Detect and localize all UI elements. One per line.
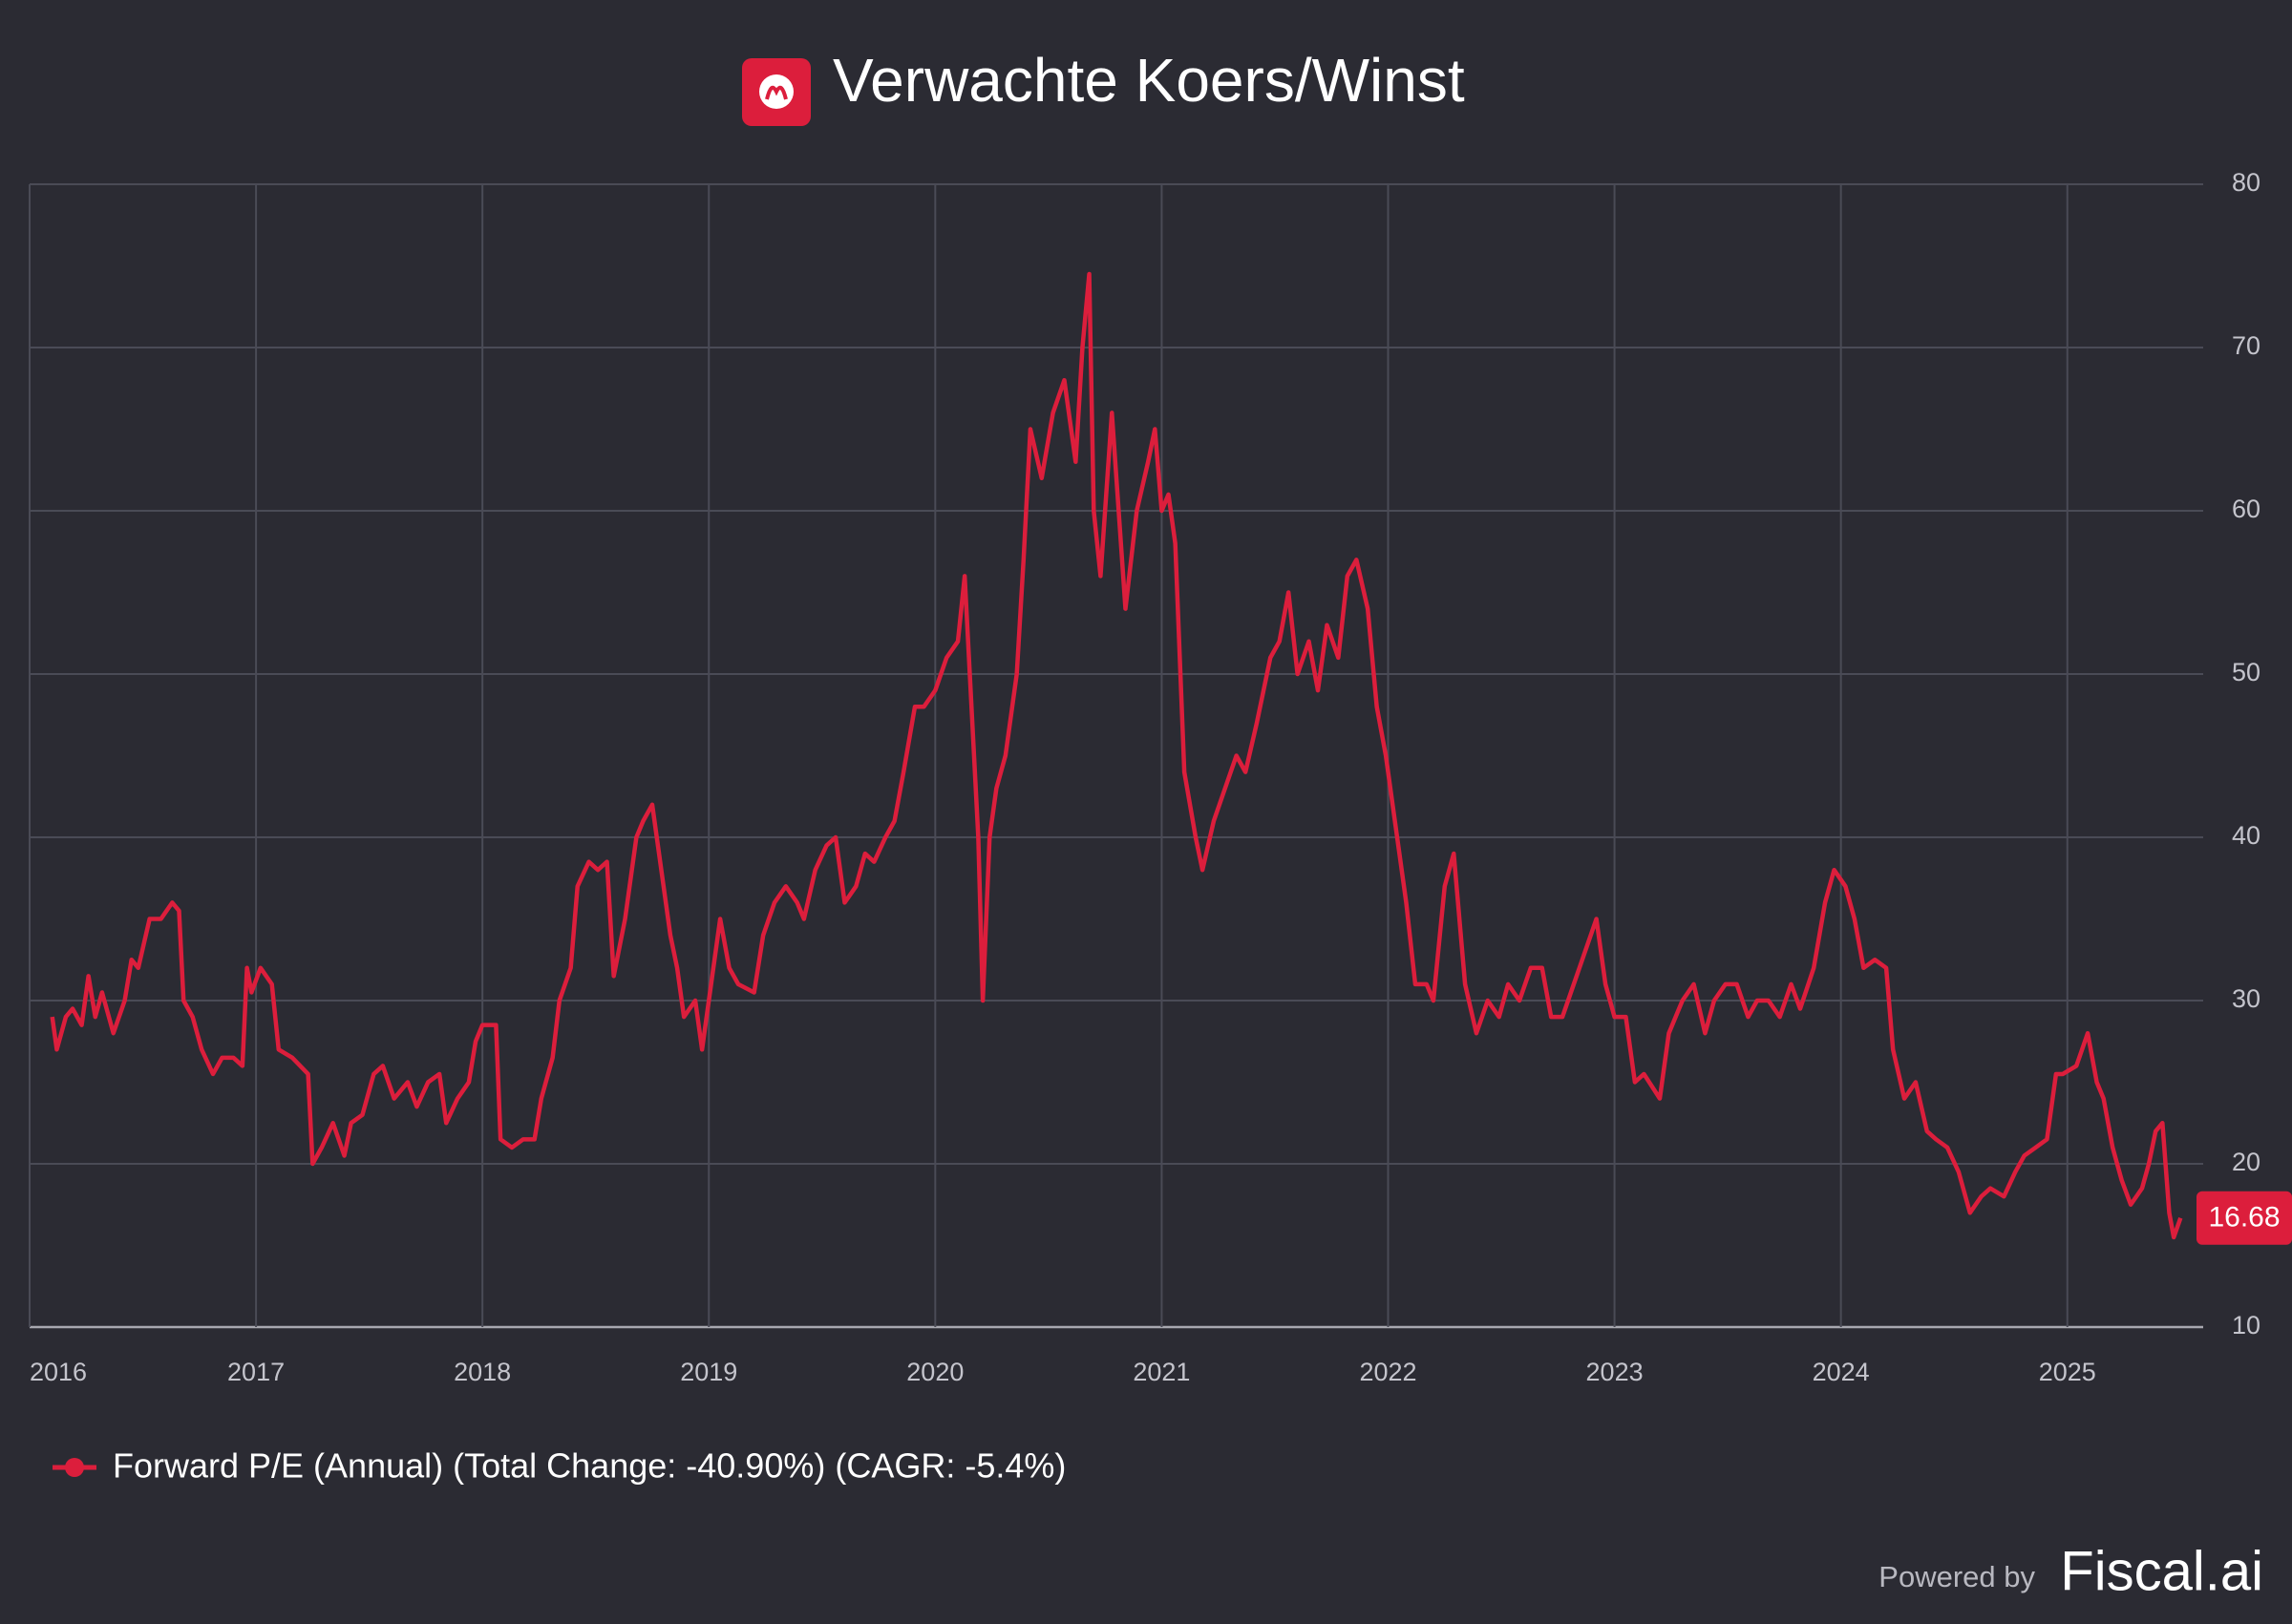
x-tick-label: 2025 <box>2039 1358 2096 1386</box>
x-tick-label: 2020 <box>906 1358 964 1386</box>
grid <box>29 183 2203 1329</box>
footer-brand: Fiscal.ai <box>2060 1540 2263 1602</box>
footer-powered-by: Powered by <box>1878 1560 2035 1593</box>
x-tick-label: 2022 <box>1359 1358 1416 1386</box>
y-tick-label: 20 <box>2232 1148 2260 1176</box>
legend-label: Forward P/E (Annual) (Total Change: -40.… <box>113 1446 1066 1486</box>
x-tick-label: 2023 <box>1586 1358 1644 1386</box>
legend-marker <box>65 1458 84 1477</box>
last-value-label: 16.68 <box>2208 1202 2280 1234</box>
x-tick-label: 2017 <box>227 1358 285 1386</box>
y-tick-label: 60 <box>2232 495 2260 523</box>
legend: Forward P/E (Annual) (Total Change: -40.… <box>53 1446 1066 1486</box>
y-tick-label: 80 <box>2232 168 2260 197</box>
logo <box>742 58 811 126</box>
y-tick-label: 50 <box>2232 658 2260 686</box>
labels: 10 20 30 40 50 60 70 80 2016 2017 2018 2019 2020 2021… <box>30 168 2292 1386</box>
x-tick-label: 2021 <box>1133 1358 1190 1386</box>
logo-glyph <box>765 85 788 100</box>
y-tick-label: 30 <box>2232 984 2260 1013</box>
series-line <box>50 271 2183 1240</box>
y-tick-label: 40 <box>2232 821 2260 850</box>
x-tick-label: 2016 <box>30 1358 87 1386</box>
y-tick-label: 10 <box>2232 1311 2260 1339</box>
x-tick-label: 2024 <box>1813 1358 1870 1386</box>
x-tick-label: 2018 <box>454 1358 511 1386</box>
chart-title: Verwachte Koers/Winst <box>833 46 1465 115</box>
x-tick-label: 2019 <box>680 1358 737 1386</box>
y-tick-label: 70 <box>2232 331 2260 360</box>
last-value-badge <box>2196 1191 2292 1245</box>
plot <box>50 271 2183 1240</box>
